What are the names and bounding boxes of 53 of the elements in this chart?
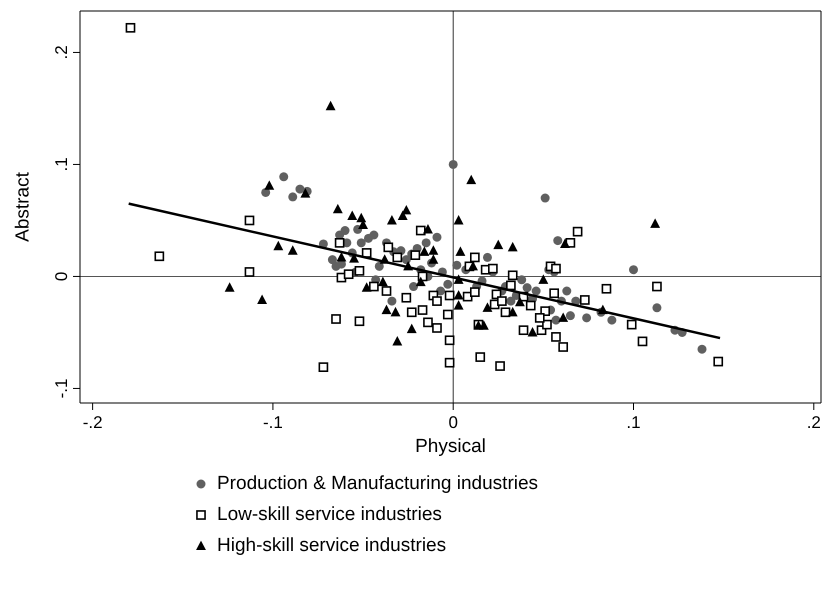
point [538,274,548,284]
point [419,246,430,256]
point [300,188,310,198]
legend-label: Production & Manufacturing industries [217,473,538,494]
x-tick-label: .2 [806,413,821,432]
point [416,276,426,286]
point [390,306,400,316]
point [332,204,343,214]
y-tick-label: .1 [52,157,71,172]
point [455,246,466,256]
point [428,254,438,264]
point [392,336,402,346]
y-axis-title: Abstract [12,171,34,242]
point [650,218,660,228]
point [428,245,438,255]
point [326,100,336,110]
point [288,245,298,255]
point [454,300,464,310]
point [493,240,504,250]
point [273,240,284,250]
point [482,302,492,312]
point [406,324,417,334]
y-tick-label: -.1 [52,378,71,398]
point [508,242,518,252]
point [454,215,464,224]
point [528,327,538,336]
point [336,252,346,262]
point [257,294,268,304]
x-tick-label: 0 [448,413,458,432]
point [478,320,489,330]
x-tick-label: -.2 [82,413,103,432]
point [386,215,397,224]
point [423,224,433,234]
point [356,212,366,222]
point [378,276,388,286]
point [382,304,392,314]
point [362,282,372,292]
y-tick-label: .2 [52,45,71,60]
x-tick-label: -.1 [262,413,283,432]
point [466,174,476,184]
x-axis-title: Physical [415,436,486,457]
point [560,238,570,248]
point [224,282,235,292]
point [347,210,358,220]
point [454,290,464,300]
point [508,306,518,316]
x-tick-label: .1 [626,413,641,432]
point [558,312,568,322]
y-tick-label: 0 [52,272,71,282]
legend-label: High-skill service industries [217,535,446,556]
point [264,180,274,190]
legend-label: Low-skill service industries [217,504,442,525]
point [514,296,525,306]
